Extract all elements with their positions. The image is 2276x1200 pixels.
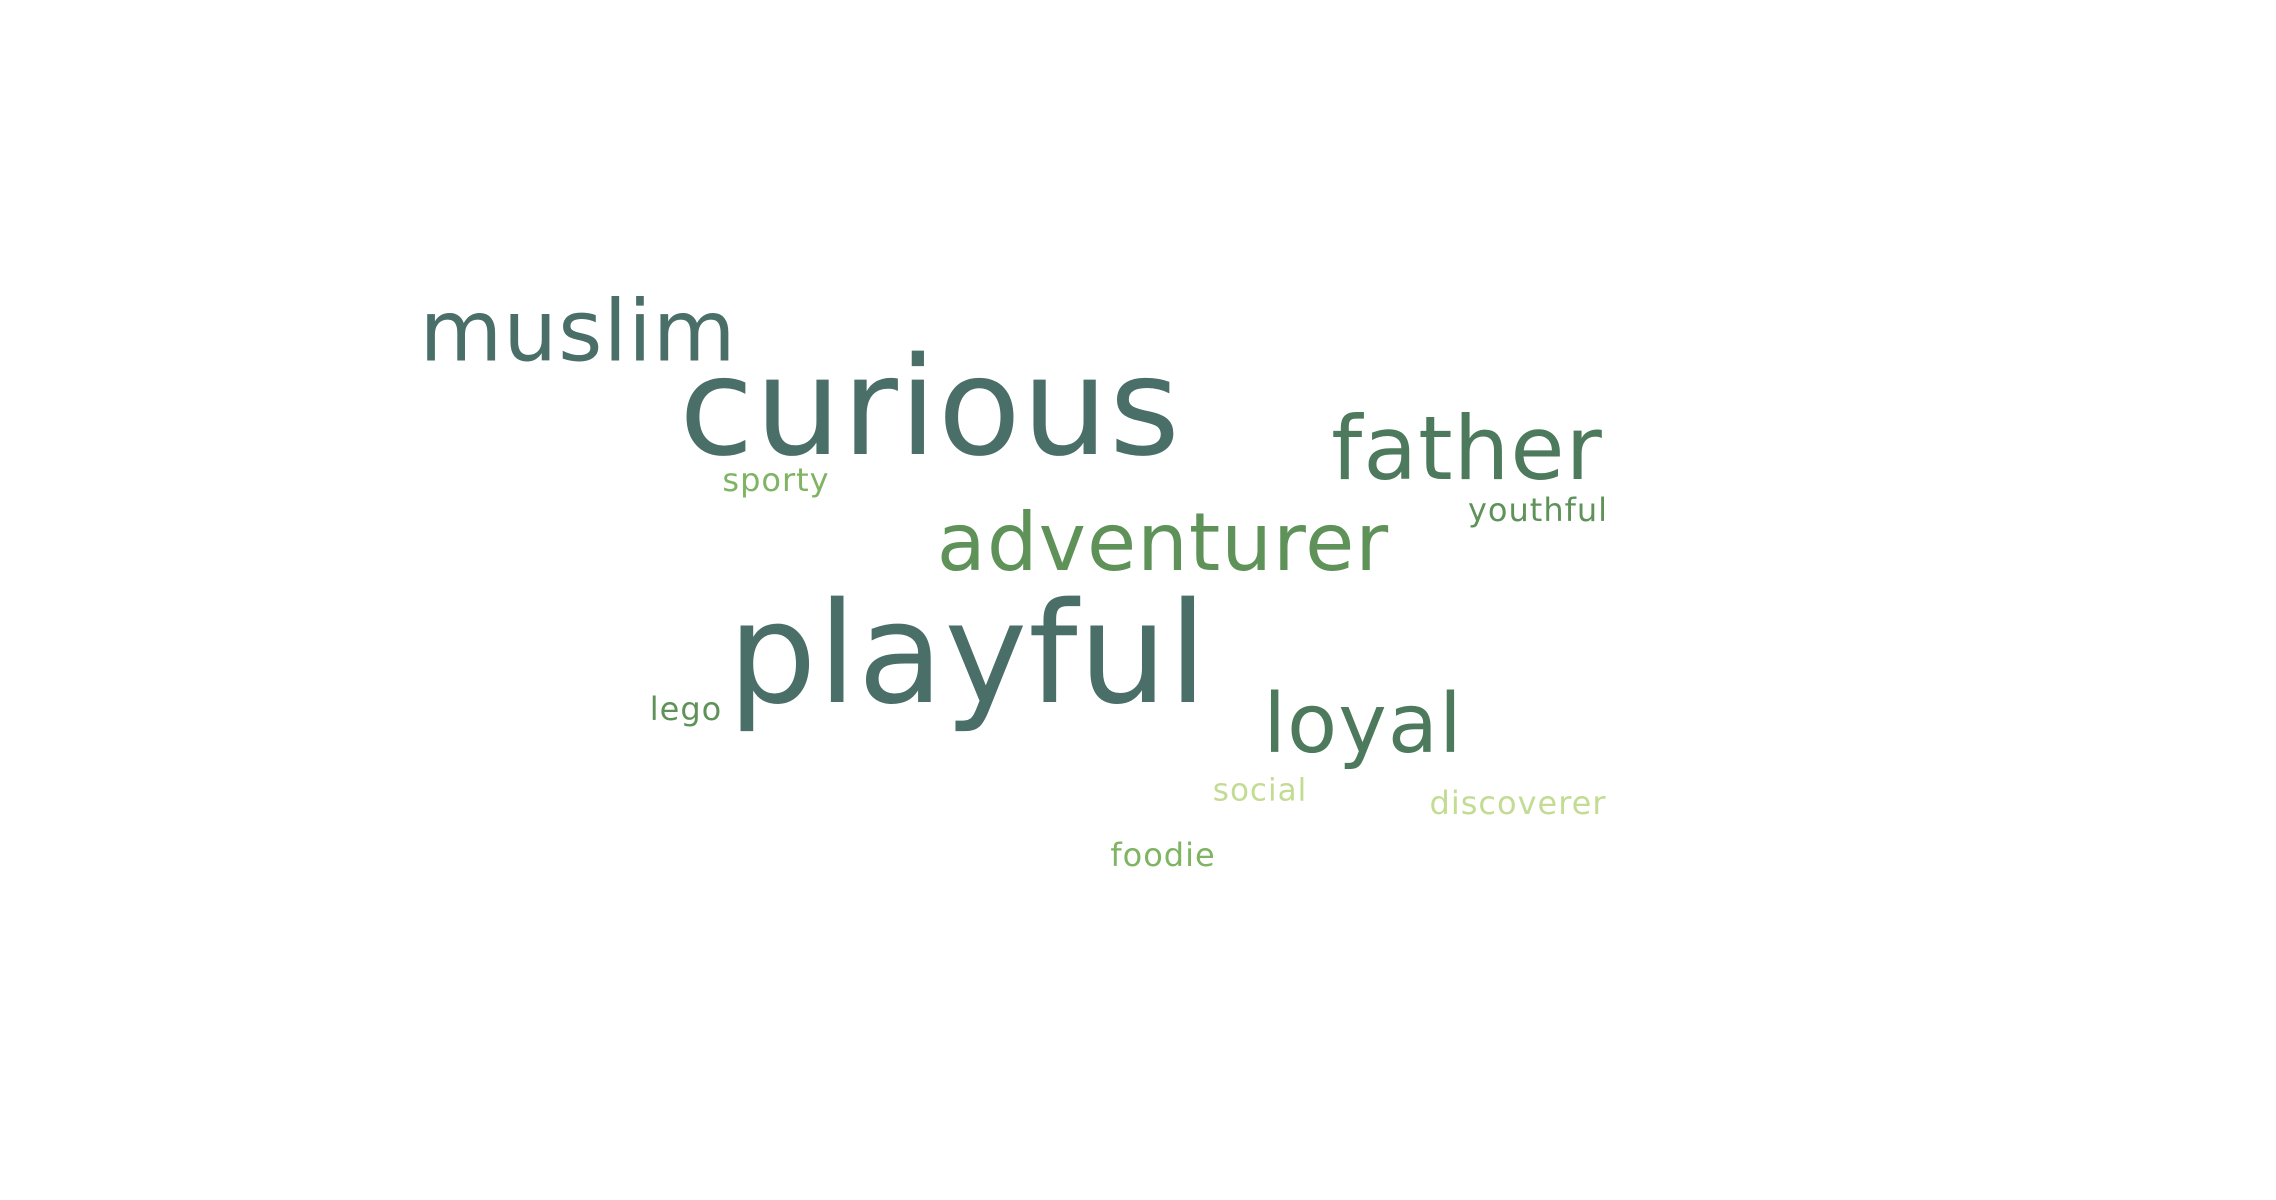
word-playful: playful — [727, 573, 1209, 736]
word-discoverer: discoverer — [1429, 784, 1607, 822]
word-foodie: foodie — [1110, 836, 1216, 874]
word-sporty: sporty — [722, 461, 830, 499]
word-curious: curious — [679, 329, 1181, 487]
word-father: father — [1331, 397, 1603, 500]
word-lego: lego — [649, 690, 723, 728]
word-loyal: loyal — [1263, 677, 1463, 772]
word-social: social — [1212, 772, 1308, 809]
word-muslim: muslim — [419, 282, 737, 382]
word-youthful: youthful — [1467, 491, 1609, 529]
word-adventurer: adventurer — [936, 496, 1390, 589]
